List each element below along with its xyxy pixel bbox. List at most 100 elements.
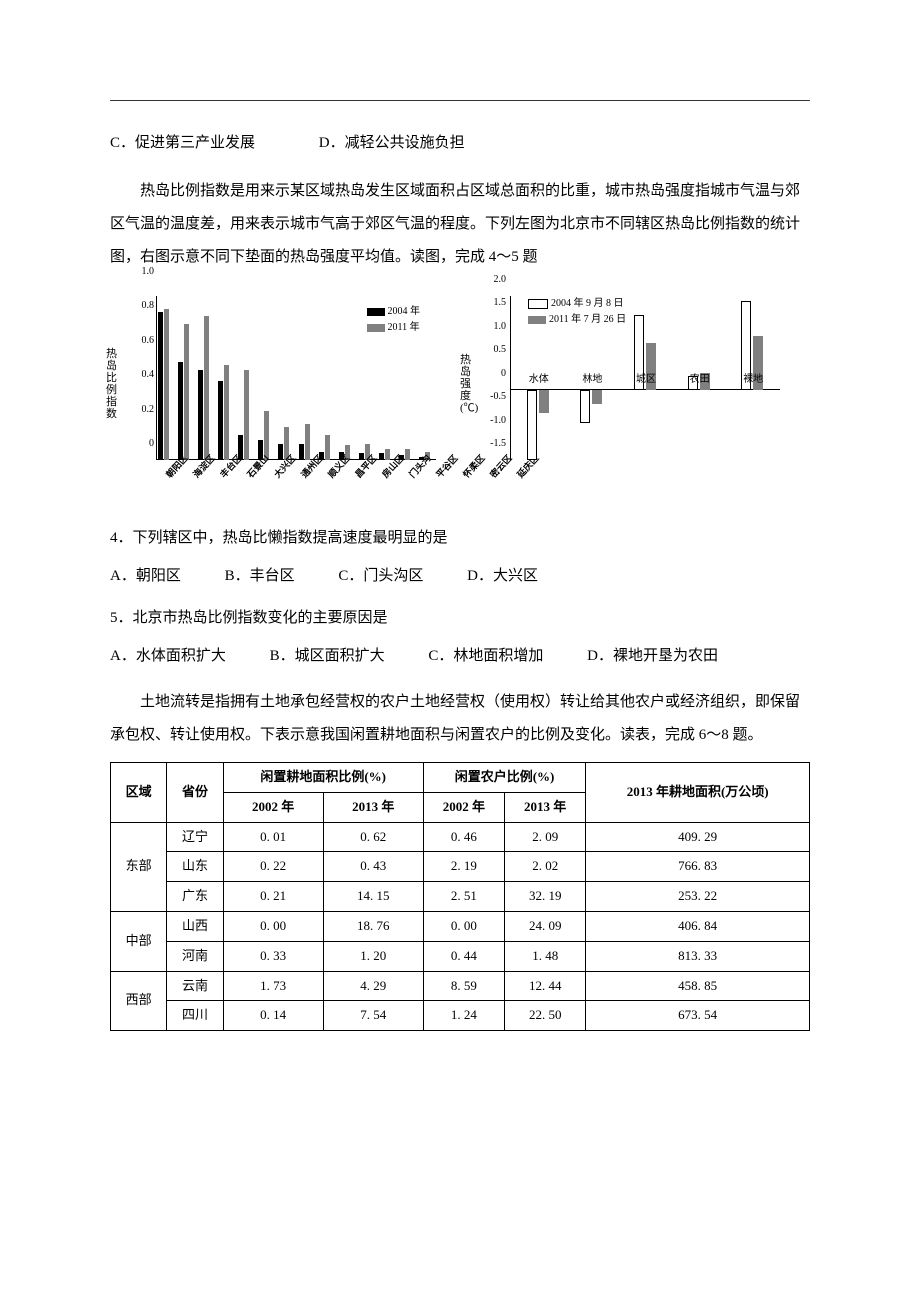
- legend-swatch-2004: [528, 299, 548, 309]
- cell-arable: 458. 85: [586, 971, 810, 1001]
- cell-province: 云南: [167, 971, 223, 1001]
- cell-land2002: 0. 33: [223, 941, 323, 971]
- charts-row: 热岛比例指数 1.00.80.60.40.20 朝阳区海淀区丰台区石景山大兴区通…: [110, 288, 810, 508]
- table-row: 东部辽宁0. 010. 620. 462. 09409. 29: [111, 822, 810, 852]
- table-row: 中部山西0. 0018. 760. 0024. 09406. 84: [111, 911, 810, 941]
- cell-land2002: 0. 14: [223, 1001, 323, 1031]
- cell-hh2013: 22. 50: [505, 1001, 586, 1031]
- cell-hh2002: 2. 19: [423, 852, 504, 882]
- intensity-chart-legend: 2004 年 9 月 8 日 2011 年 7 月 26 日: [528, 296, 626, 328]
- passage-land-transfer: 土地流转是指拥有土地承包经营权的农户土地经营权（使用权）转让给其他农户或经济组织…: [110, 686, 810, 752]
- legend-swatch-2011: [528, 316, 546, 324]
- option-b: B．城区面积扩大: [270, 644, 385, 668]
- cell-arable: 253. 22: [586, 882, 810, 912]
- cell-region: 东部: [111, 822, 167, 911]
- table-row: 河南0. 331. 200. 441. 48813. 33: [111, 941, 810, 971]
- cell-hh2013: 1. 48: [505, 941, 586, 971]
- option-b: B．丰台区: [225, 564, 295, 588]
- cell-arable: 813. 33: [586, 941, 810, 971]
- cell-province: 山东: [167, 852, 223, 882]
- cell-land2013: 18. 76: [323, 911, 423, 941]
- cell-hh2002: 0. 44: [423, 941, 504, 971]
- legend-label-2011: 2011 年 7 月 26 日: [549, 312, 626, 328]
- y-axis: [510, 296, 511, 460]
- cell-land2002: 0. 01: [223, 822, 323, 852]
- cell-hh2013: 24. 09: [505, 911, 586, 941]
- cell-land2002: 0. 00: [223, 911, 323, 941]
- option-a: A．朝阳区: [110, 564, 181, 588]
- cell-region: 西部: [111, 971, 167, 1031]
- top-rule: [110, 100, 810, 101]
- th-idle-household: 闲置农户比例(%): [423, 763, 586, 793]
- cell-land2013: 14. 15: [323, 882, 423, 912]
- th-idle-land: 闲置耕地面积比例(%): [223, 763, 423, 793]
- option-c: C．门头沟区: [338, 564, 423, 588]
- y-ticks: 2.01.51.00.50-0.5-1.0-1.5: [478, 288, 508, 460]
- th-land-2002: 2002 年: [223, 792, 323, 822]
- cell-hh2002: 2. 51: [423, 882, 504, 912]
- option-d: D．大兴区: [467, 564, 538, 588]
- cell-arable: 409. 29: [586, 822, 810, 852]
- cell-province: 河南: [167, 941, 223, 971]
- cell-arable: 673. 54: [586, 1001, 810, 1031]
- cell-province: 广东: [167, 882, 223, 912]
- question-3-options: C．促进第三产业发展 D．减轻公共设施负担: [110, 131, 810, 155]
- cell-hh2002: 0. 46: [423, 822, 504, 852]
- cell-hh2013: 32. 19: [505, 882, 586, 912]
- y-axis: [156, 296, 157, 460]
- idle-land-table: 区域 省份 闲置耕地面积比例(%) 闲置农户比例(%) 2013 年耕地面积(万…: [110, 762, 810, 1031]
- heat-island-ratio-chart: 热岛比例指数 1.00.80.60.40.20 朝阳区海淀区丰台区石景山大兴区通…: [110, 288, 440, 508]
- cell-hh2013: 12. 44: [505, 971, 586, 1001]
- th-land-2013: 2013 年: [323, 792, 423, 822]
- legend-label-2004: 2004 年 9 月 8 日: [551, 296, 624, 312]
- question-5: 5．北京市热岛比例指数变化的主要原因是: [110, 606, 810, 630]
- cell-arable: 406. 84: [586, 911, 810, 941]
- cell-hh2013: 2. 02: [505, 852, 586, 882]
- table-row: 山东0. 220. 432. 192. 02766. 83: [111, 852, 810, 882]
- option-c: C．林地面积增加: [428, 644, 543, 668]
- th-arable-2013: 2013 年耕地面积(万公顷): [586, 763, 810, 823]
- legend-swatch-2011: [367, 324, 385, 332]
- cell-land2013: 4. 29: [323, 971, 423, 1001]
- y-ticks: 1.00.80.60.40.20: [128, 288, 156, 460]
- x-labels: 水体林地城区农田裸地: [512, 372, 780, 386]
- x-labels: 朝阳区海淀区丰台区石景山大兴区通州区顺义区昌平区房山区门头沟平谷区怀柔区密云区延…: [158, 462, 430, 508]
- option-d: D．裸地开垦为农田: [587, 644, 718, 668]
- cell-hh2002: 0. 00: [423, 911, 504, 941]
- y-axis-title: 热岛比例指数: [106, 348, 120, 421]
- cell-land2002: 0. 21: [223, 882, 323, 912]
- cell-province: 山西: [167, 911, 223, 941]
- legend-label-2011: 2011 年: [388, 320, 420, 336]
- cell-hh2013: 2. 09: [505, 822, 586, 852]
- y-axis-title: 热岛强度(℃): [460, 354, 474, 414]
- question-5-options: A．水体面积扩大 B．城区面积扩大 C．林地面积增加 D．裸地开垦为农田: [110, 644, 810, 668]
- option-d: D．减轻公共设施负担: [319, 131, 465, 155]
- cell-land2013: 7. 54: [323, 1001, 423, 1031]
- cell-arable: 766. 83: [586, 852, 810, 882]
- cell-province: 四川: [167, 1001, 223, 1031]
- passage-heat-island: 热岛比例指数是用来示某区域热岛发生区域面积占区域总面积的比重，城市热岛强度指城市…: [110, 175, 810, 274]
- table-row: 广东0. 2114. 152. 5132. 19253. 22: [111, 882, 810, 912]
- th-hh-2013: 2013 年: [505, 792, 586, 822]
- th-region: 区域: [111, 763, 167, 823]
- question-4-options: A．朝阳区 B．丰台区 C．门头沟区 D．大兴区: [110, 564, 810, 588]
- table-row: 四川0. 147. 541. 2422. 50673. 54: [111, 1001, 810, 1031]
- heat-island-intensity-chart: 热岛强度(℃) 2.01.51.00.50-0.5-1.0-1.5 水体林地城区…: [464, 288, 784, 508]
- cell-region: 中部: [111, 911, 167, 971]
- cell-land2013: 0. 43: [323, 852, 423, 882]
- cell-hh2002: 1. 24: [423, 1001, 504, 1031]
- th-province: 省份: [167, 763, 223, 823]
- option-a: A．水体面积扩大: [110, 644, 226, 668]
- legend-label-2004: 2004 年: [388, 304, 421, 320]
- question-4: 4．下列辖区中，热岛比懒指数提高速度最明显的是: [110, 526, 810, 550]
- th-hh-2002: 2002 年: [423, 792, 504, 822]
- cell-land2002: 0. 22: [223, 852, 323, 882]
- cell-land2013: 1. 20: [323, 941, 423, 971]
- legend-swatch-2004: [367, 308, 385, 316]
- cell-hh2002: 8. 59: [423, 971, 504, 1001]
- cell-land2002: 1. 73: [223, 971, 323, 1001]
- cell-province: 辽宁: [167, 822, 223, 852]
- cell-land2013: 0. 62: [323, 822, 423, 852]
- table-row: 西部云南1. 734. 298. 5912. 44458. 85: [111, 971, 810, 1001]
- bar-chart-legend: 2004 年 2011 年: [363, 302, 425, 338]
